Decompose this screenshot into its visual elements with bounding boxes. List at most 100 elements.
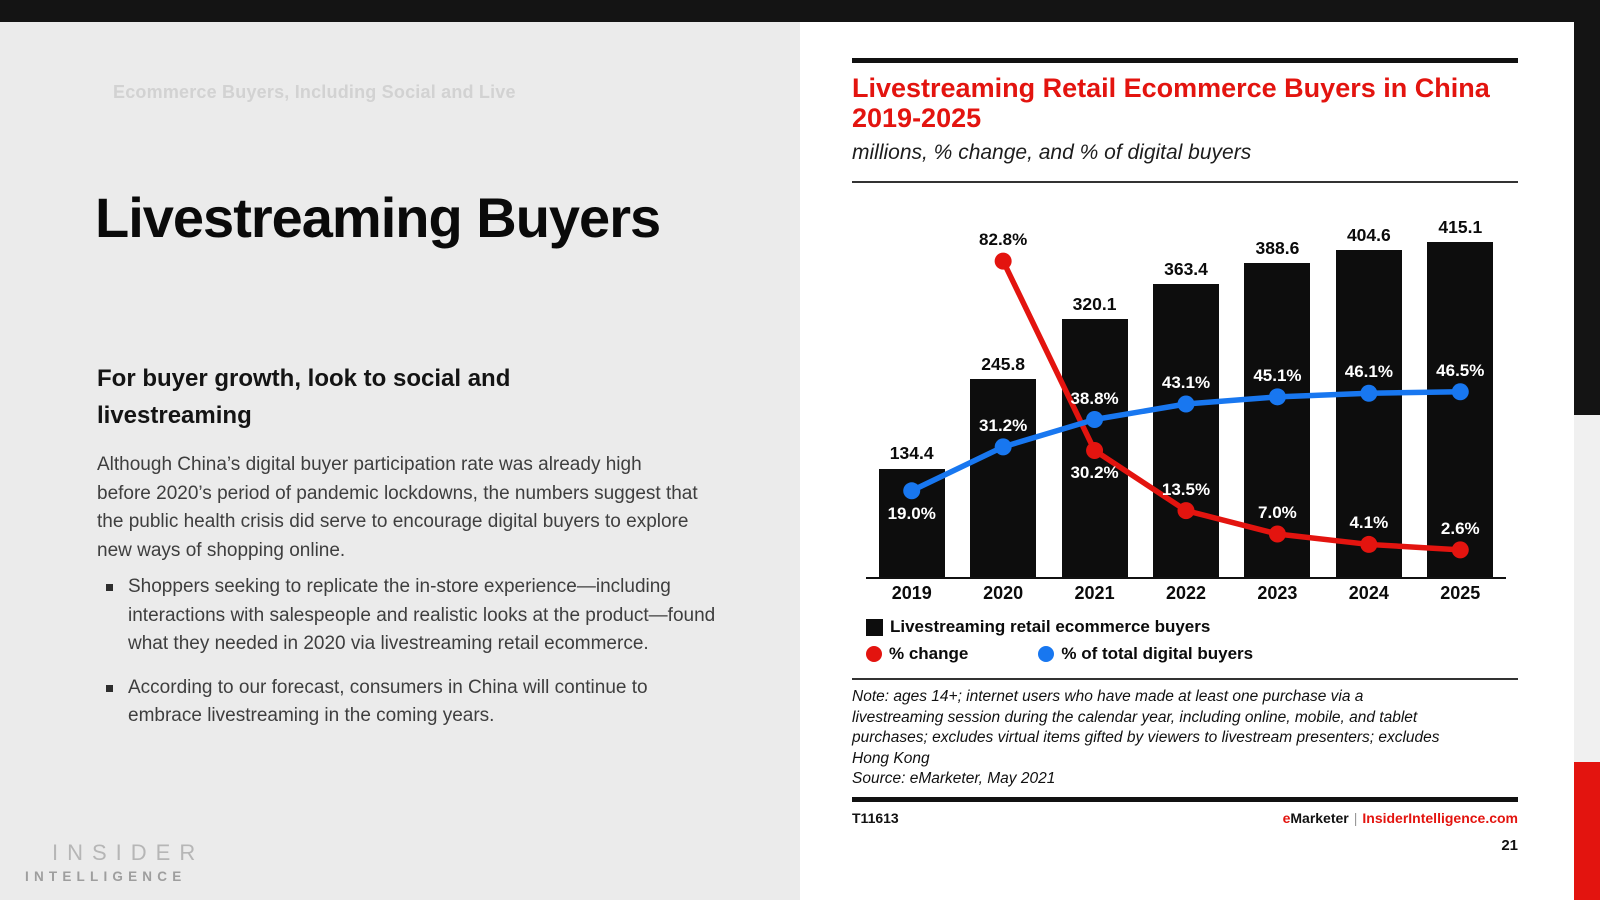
strip-gray-segment (1574, 415, 1600, 762)
page-number: 21 (1501, 837, 1518, 854)
logo-intelligence: INTELLIGENCE (25, 869, 187, 884)
footer-rule (852, 796, 1518, 802)
bar-2022 (1153, 283, 1219, 577)
legend-row-bars: Livestreaming retail ecommerce buyers (866, 615, 1518, 639)
data-point (1086, 441, 1104, 459)
insider-intelligence-logo: INSIDER INTELLIGENCE (25, 840, 204, 884)
chart-legend: Livestreaming retail ecommerce buyers % … (866, 615, 1518, 666)
data-point (1268, 388, 1286, 406)
bullet-text: According to our forecast, consumers in … (128, 676, 648, 727)
x-axis-label-2023: 2023 (1257, 582, 1298, 603)
square-bullet-icon (106, 684, 113, 692)
bullet-text: Shoppers seeking to replicate the in-sto… (128, 576, 716, 654)
top-black-bar (0, 0, 1600, 22)
x-axis-label-2021: 2021 (1074, 582, 1115, 603)
legend-label-pct-change: % change (889, 644, 969, 663)
page-title: Livestreaming Buyers (95, 186, 661, 249)
pct-value-label: 31.2% (979, 415, 1028, 435)
legend-row-lines: % change % of total digital buyers (866, 642, 1518, 666)
x-axis-label-2022: 2022 (1165, 582, 1206, 603)
title-rule-bottom (852, 181, 1518, 183)
title-rule-top (852, 58, 1518, 63)
data-point (1451, 541, 1469, 559)
bullet-item: Shoppers seeking to replicate the in-sto… (106, 573, 721, 659)
x-axis-label-2019: 2019 (891, 582, 932, 603)
bar-value-label: 245.8 (981, 353, 1026, 374)
data-point (1360, 384, 1378, 402)
chart-plot-area: 134.4 245.8 320.1 363.4 388.6 404.6 415.1 82.8%… (866, 206, 1506, 579)
pct-value-label: 38.8% (1070, 388, 1119, 408)
pct-value-label: 7.0% (1258, 502, 1297, 522)
x-axis-label-2020: 2020 (983, 582, 1024, 603)
bar-value-label: 388.6 (1255, 238, 1300, 259)
bar-value-label: 320.1 (1072, 293, 1117, 314)
data-point (1086, 411, 1104, 429)
left-panel: Ecommerce Buyers, Including Social and L… (0, 22, 800, 900)
x-axis-labels: 2019 2020 2021 2022 2023 2024 2025 (866, 579, 1506, 607)
note-rule (852, 678, 1518, 680)
chart-title: Livestreaming Retail Ecommerce Buyers in… (852, 73, 1518, 133)
chart-title-line1: Livestreaming Retail Ecommerce Buyers in… (852, 73, 1490, 103)
body-paragraph: Although China’s digital buyer participa… (97, 454, 698, 561)
brand-separator: | (1353, 809, 1358, 826)
bar-2025 (1427, 241, 1494, 577)
bar-value-label: 415.1 (1438, 216, 1483, 237)
pct-value-label: 82.8% (979, 230, 1028, 250)
chart-card: Livestreaming Retail Ecommerce Buyers in… (800, 22, 1574, 900)
x-axis-label-2024: 2024 (1348, 582, 1389, 603)
data-point (994, 252, 1012, 270)
pct-value-label: 46.1% (1344, 362, 1393, 382)
x-axis-label-2025: 2025 (1440, 582, 1481, 603)
legend-bar-swatch-icon (866, 618, 883, 636)
bar-2023 (1244, 263, 1311, 577)
data-point (1177, 502, 1195, 520)
data-point (1177, 395, 1195, 413)
data-point (903, 482, 921, 500)
chart-subtitle: millions, % change, and % of digital buy… (852, 141, 1252, 164)
legend-label-bars: Livestreaming retail ecommerce buyers (890, 617, 1211, 636)
strip-black-segment (1574, 0, 1600, 415)
data-point (994, 438, 1012, 456)
bullet-item: According to our forecast, consumers in … (106, 674, 721, 731)
brand-footer: eMarketer | InsiderIntelligence.com (1283, 810, 1518, 826)
brand-marketer: Marketer (1290, 809, 1349, 826)
pct-value-label: 13.5% (1161, 479, 1211, 499)
chart-source: Source: eMarketer, May 2021 (852, 770, 1056, 787)
legend-label-digital-buyers: % of total digital buyers (1061, 644, 1254, 663)
chart-title-line2: 2019-2025 (852, 103, 982, 133)
brand-e: e (1282, 809, 1291, 826)
bar-value-label: 363.4 (1164, 258, 1208, 279)
legend-blue-dot-icon (1038, 646, 1055, 662)
page-subtitle: For buyer growth, look to social and liv… (97, 365, 511, 429)
data-point (1360, 535, 1378, 553)
pct-value-label: 2.6% (1440, 518, 1480, 538)
legend-red-dot-icon (866, 646, 882, 662)
legend-item-digital-buyers: % of total digital buyers (1038, 644, 1253, 664)
square-bullet-icon (106, 584, 113, 591)
pct-value-label: 45.1% (1253, 365, 1302, 385)
brand-site: InsiderIntelligence.com (1362, 809, 1518, 826)
pct-value-label: 4.1% (1349, 513, 1389, 533)
chart-id: T11613 (852, 809, 899, 826)
bullet-list: Shoppers seeking to replicate the in-sto… (106, 573, 721, 746)
pct-value-label: 43.1% (1161, 373, 1211, 393)
data-point (1268, 525, 1286, 543)
line-pct-change (1000, 258, 1464, 553)
pct-value-label: 30.2% (1070, 463, 1119, 483)
pct-value-label: 46.5% (1436, 360, 1485, 380)
bar-value-label: 134.4 (889, 443, 934, 464)
logo-insider: INSIDER (52, 840, 205, 865)
legend-item-pct-change: % change (866, 644, 968, 664)
pct-value-label: 19.0% (887, 503, 936, 523)
chart-footer: T11613 eMarketer | InsiderIntelligence.com (852, 810, 1518, 826)
strip-red-segment (1574, 762, 1600, 900)
bar-2020 (970, 378, 1037, 577)
section-kicker: Ecommerce Buyers, Including Social and L… (113, 82, 516, 102)
data-point (1451, 383, 1469, 401)
bar-value-label: 404.6 (1346, 225, 1391, 246)
line-series-layer (903, 252, 1469, 559)
bar-2024 (1335, 250, 1402, 577)
right-edge-strip (1574, 0, 1600, 900)
chart-note: Note: ages 14+; internet users who have … (852, 688, 1440, 767)
